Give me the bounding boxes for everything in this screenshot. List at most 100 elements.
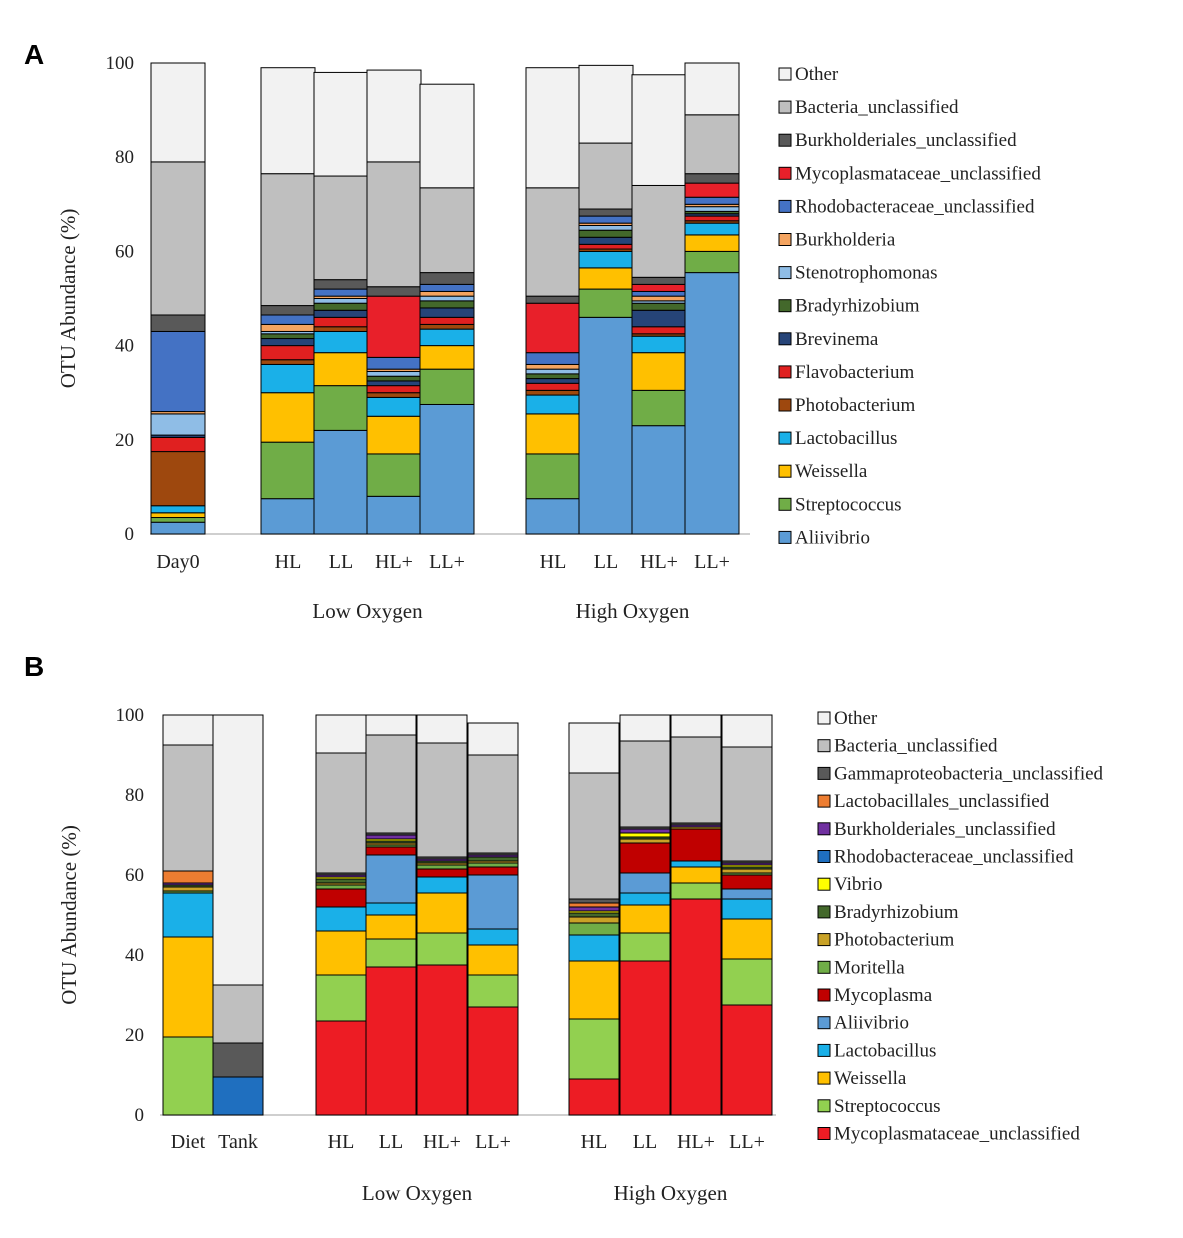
bar-segment <box>568 916 620 924</box>
legend-label: Bacteria_unclassified <box>834 736 998 757</box>
category-label: LL+ <box>694 551 730 573</box>
bar-segment <box>150 62 206 163</box>
legend-swatch <box>778 67 792 81</box>
bar-segment <box>467 722 519 756</box>
bar-segment <box>670 860 722 868</box>
bar-segment <box>260 498 316 535</box>
bar-segment <box>366 161 422 288</box>
legend-swatch <box>817 988 831 1002</box>
bar-segment <box>416 868 468 878</box>
bar-segment <box>525 302 581 354</box>
legend-label: Other <box>834 708 878 729</box>
bar-segment <box>467 928 519 946</box>
bar-segment <box>366 371 422 377</box>
legend-swatch <box>778 133 792 147</box>
legend-swatch <box>778 464 792 478</box>
bar-segment <box>212 984 264 1044</box>
bar-segment <box>467 1006 519 1116</box>
bar-segment <box>568 960 620 1020</box>
bar-segment <box>260 314 316 325</box>
bar-segment <box>419 300 475 309</box>
category-label: Diet <box>171 1131 206 1153</box>
legend-swatch <box>778 431 792 445</box>
bar-segment <box>568 772 620 900</box>
bar-segment <box>467 944 519 976</box>
legend-swatch <box>817 1016 831 1030</box>
bar-segment <box>578 243 634 250</box>
category-label: HL <box>328 1131 355 1153</box>
bar-segment <box>419 283 475 292</box>
bar-segment <box>568 898 620 904</box>
bar-segment <box>631 302 687 311</box>
bar-segment <box>419 345 475 370</box>
bar-segment <box>525 352 581 365</box>
bar-segment <box>467 856 519 862</box>
bar-segment <box>162 936 214 1038</box>
y-tick-label: 40 <box>125 945 144 966</box>
y-tick-label: 40 <box>115 336 134 357</box>
bar-segment <box>419 307 475 318</box>
bar-segment <box>568 1078 620 1116</box>
bar-segment <box>721 874 773 890</box>
bar-segment <box>365 734 417 834</box>
bar-segment <box>568 902 620 908</box>
legend-swatch <box>817 1127 831 1140</box>
legend-swatch <box>817 960 831 974</box>
legend-swatch <box>817 905 831 919</box>
bar-segment <box>365 854 417 904</box>
y-tick-label: 20 <box>125 1025 144 1046</box>
legend-swatch <box>817 1071 831 1085</box>
bar-segment <box>670 866 722 884</box>
category-label: HL+ <box>640 551 678 573</box>
bar-segment <box>313 288 369 297</box>
category-label: HL+ <box>677 1131 715 1153</box>
legend-label: Photobacterium <box>795 395 916 416</box>
bar-segment <box>684 196 740 205</box>
legend-swatch <box>817 711 831 725</box>
bar-segment <box>366 286 422 297</box>
bar-segment <box>150 161 206 316</box>
legend-label: Bacteria_unclassified <box>795 97 959 118</box>
bar-segment <box>366 69 422 163</box>
bar-segment <box>568 1018 620 1080</box>
legend-swatch <box>778 266 792 280</box>
bar-segment <box>419 295 475 302</box>
y-tick-label: 80 <box>115 147 134 168</box>
bar-segment <box>366 415 422 455</box>
bar-segment <box>619 714 671 742</box>
bar-segment <box>467 974 519 1008</box>
bar-segment <box>467 874 519 930</box>
legend-swatch <box>817 822 831 836</box>
bar-segment <box>150 512 206 519</box>
y-tick-label: 100 <box>116 705 145 726</box>
legend-swatch <box>817 1099 831 1113</box>
bar-segment <box>419 187 475 274</box>
bar-segment <box>525 67 581 189</box>
category-label: HL <box>581 1131 608 1153</box>
bar-segment <box>315 1020 367 1116</box>
bar-segment <box>162 892 214 938</box>
bar-segment <box>366 295 422 358</box>
legend-label: Lactobacillales_unclassified <box>834 791 1050 812</box>
legend-swatch <box>778 166 792 180</box>
bar-segment <box>260 305 316 316</box>
category-label: LL+ <box>429 551 465 573</box>
bar-segment <box>150 314 206 332</box>
bar-segment <box>467 862 519 868</box>
category-label: LL <box>633 1131 657 1153</box>
bar-segment <box>162 870 214 884</box>
legend-label: Bradyrhizobium <box>834 902 959 923</box>
legend-swatch <box>817 766 831 780</box>
bar-segment <box>578 267 634 290</box>
bar-segment <box>416 964 468 1116</box>
bar-segment <box>416 864 468 870</box>
bar-segment <box>313 279 369 290</box>
bar-segment <box>619 740 671 828</box>
bar-segment <box>631 74 687 186</box>
bar-segment <box>684 222 740 236</box>
bar-segment <box>365 834 417 840</box>
bar-segment <box>315 878 367 884</box>
bar-segment <box>568 906 620 912</box>
bar-segment <box>313 330 369 354</box>
